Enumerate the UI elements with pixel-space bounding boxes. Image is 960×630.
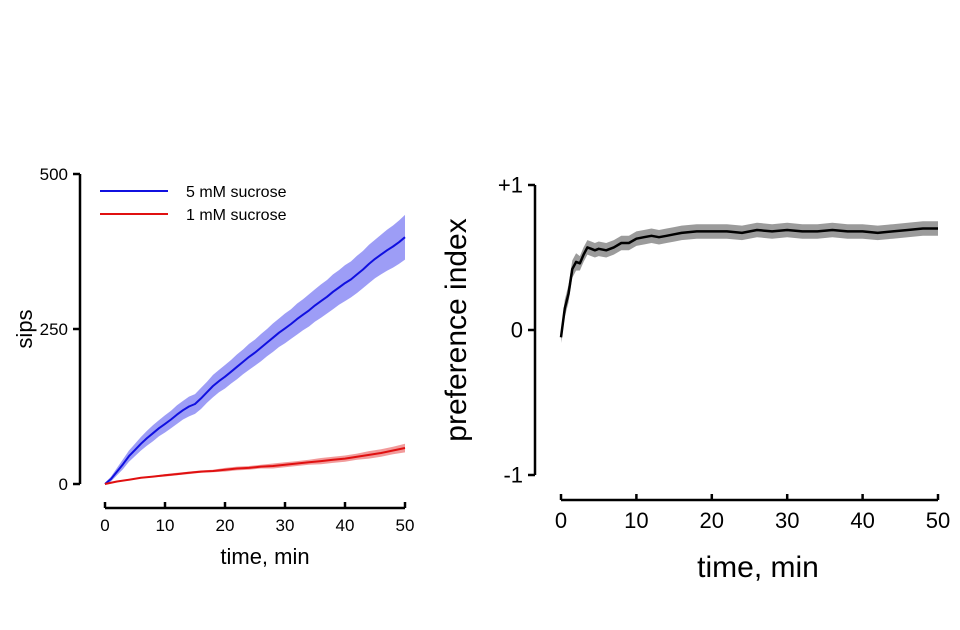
sips-y-tick-label: 250 [40,320,68,339]
sips-y-tick-label: 500 [40,165,68,184]
sips-y-axis-label: sips [12,309,37,348]
preference-x-tick-label: 50 [926,508,950,533]
preference-y-tick-label: -1 [503,463,523,488]
preference-x-tick-label: 0 [555,508,567,533]
sips-chart: 0 250 500 0 10 20 30 40 50 time, min sips 5 mM … [12,165,414,569]
legend-label-1mm: 1 mM sucrose [186,207,287,224]
preference-x-ticks: 0 10 20 30 40 50 [555,494,950,533]
preference-chart: -1 0 +1 0 10 20 30 40 50 time, min preference i… [440,173,950,584]
sips-series-lines [104,236,406,485]
legend-label-5mm: 5 mM sucrose [186,184,287,201]
preference-y-axis-label: preference index [440,218,473,441]
preference-x-tick-label: 20 [700,508,724,533]
sips-x-tick-label: 30 [276,516,295,535]
sips-x-tick-label: 20 [216,516,235,535]
preference-y-tick-label: 0 [511,318,523,343]
preference-error-band [561,221,938,343]
sips-series-0-line [104,236,406,485]
sips-x-tick-label: 0 [100,516,109,535]
preference-y-ticks: -1 0 +1 [498,173,535,488]
sips-x-ticks: 0 10 20 30 40 50 [100,502,414,535]
preference-x-tick-label: 30 [775,508,799,533]
sips-y-tick-label: 0 [59,475,68,494]
sips-y-ticks: 0 250 500 [40,165,80,494]
preference-x-tick-label: 10 [624,508,648,533]
sips-series-1-band [105,443,405,485]
sips-series-1-line [104,447,406,485]
legend: 5 mM sucrose 1 mM sucrose [100,184,287,224]
preference-series-0-band [561,221,938,343]
preference-series-line [559,227,938,338]
preference-x-axis-label: time, min [697,551,819,584]
sips-error-bands [105,214,405,486]
preference-x-tick-label: 40 [850,508,874,533]
preference-series-0-line [559,227,938,338]
preference-y-tick-label: +1 [498,173,523,198]
sips-series-0-band [105,214,405,486]
sips-x-tick-label: 10 [156,516,175,535]
sips-x-tick-label: 50 [396,516,415,535]
sips-x-axis-label: time, min [220,544,309,569]
sips-x-tick-label: 40 [336,516,355,535]
